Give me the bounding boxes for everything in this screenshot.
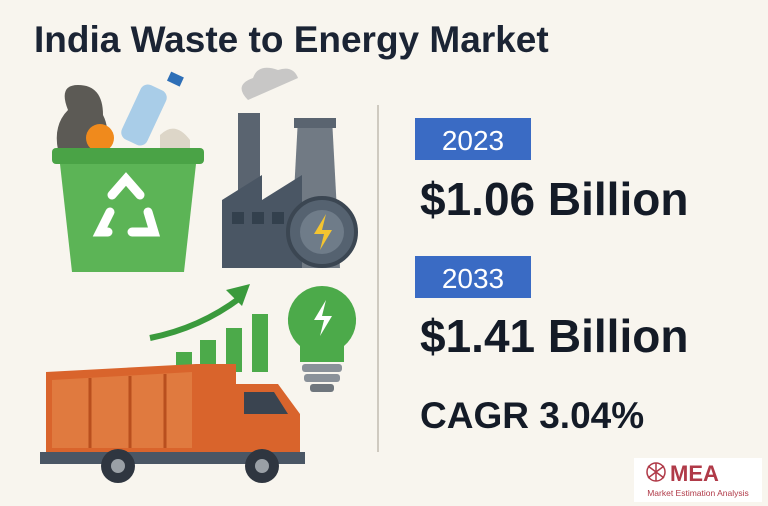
truck-icon bbox=[40, 364, 305, 483]
recycling-bin-icon bbox=[52, 71, 204, 272]
logo-mark bbox=[646, 462, 666, 482]
logo-name: MEA bbox=[670, 461, 719, 486]
year-badge bbox=[415, 256, 531, 298]
title: India Waste to Energy Market bbox=[34, 19, 549, 60]
factory-icon bbox=[222, 67, 358, 268]
year-badge bbox=[415, 118, 531, 160]
market-value: $1.41 Billion bbox=[420, 310, 688, 362]
growth-icon bbox=[149, 284, 268, 372]
bulb-icon bbox=[287, 285, 357, 392]
logo: MEA Market Estimation Analysis bbox=[634, 458, 762, 502]
logo-tagline: Market Estimation Analysis bbox=[647, 488, 749, 498]
market-value: $1.06 Billion bbox=[420, 173, 688, 225]
cagr: CAGR 3.04% bbox=[420, 395, 644, 436]
year: 2023 bbox=[442, 125, 504, 156]
year: 2033 bbox=[442, 263, 504, 294]
